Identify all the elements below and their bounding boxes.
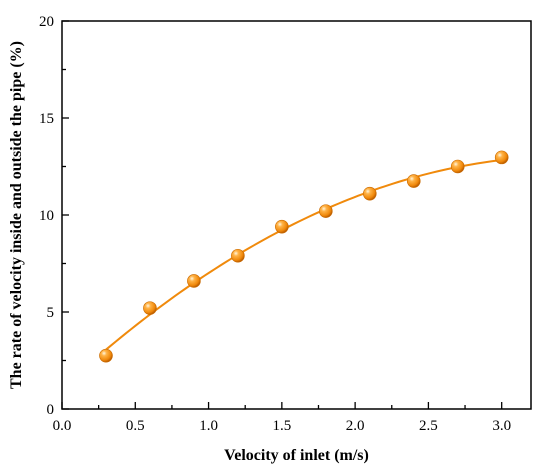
plot-area-frame <box>61 20 532 410</box>
y-tick-label: 0 <box>47 402 55 418</box>
x-tick-label: 2.0 <box>346 418 365 434</box>
y-tick-label: 5 <box>47 305 55 321</box>
x-axis-title: Velocity of inlet (m/s) <box>224 447 369 464</box>
x-tick-label: 2.5 <box>419 418 438 434</box>
x-tick-label: 3.0 <box>492 418 511 434</box>
x-tick-labels: 0.0 0.5 1.0 1.5 2.0 2.5 3.0 <box>53 418 511 434</box>
fit-curve <box>105 159 502 351</box>
x-tick-label: 0.0 <box>53 418 72 434</box>
data-point <box>231 248 245 263</box>
y-tick-label: 15 <box>39 111 54 127</box>
y-tick-label: 20 <box>39 14 54 30</box>
data-point <box>362 186 377 201</box>
y-tick-label: 10 <box>39 208 54 224</box>
data-point <box>494 150 509 165</box>
x-tick-label: 1.5 <box>272 418 291 434</box>
data-points <box>99 150 509 363</box>
data-point <box>143 301 157 315</box>
data-point <box>275 219 289 234</box>
y-tick-labels: 0 5 10 15 20 <box>39 14 54 418</box>
data-point <box>99 348 113 363</box>
data-point <box>450 159 465 174</box>
y-axis-title: The rate of velocity inside and outside … <box>8 41 25 389</box>
x-tick-label: 1.0 <box>199 418 218 434</box>
data-point <box>187 274 201 288</box>
data-point <box>406 174 421 188</box>
axis-ticks <box>61 20 503 410</box>
x-tick-label: 0.5 <box>126 418 145 434</box>
data-point <box>319 204 333 218</box>
